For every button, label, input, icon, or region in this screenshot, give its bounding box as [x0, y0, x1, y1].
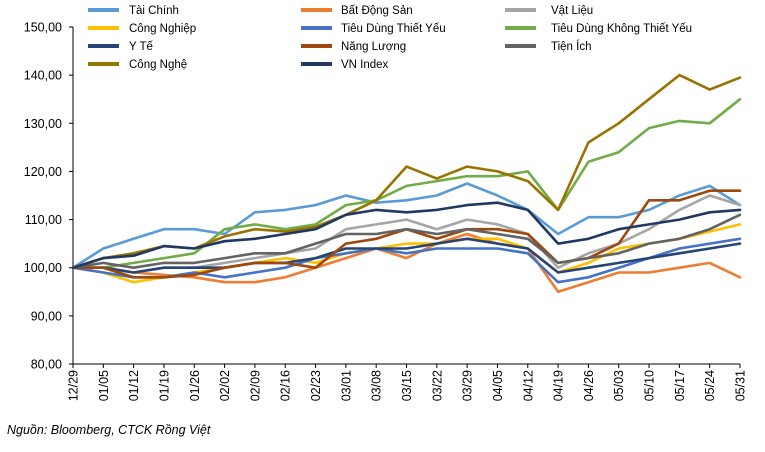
series-line-9 [71, 73, 742, 270]
legend-item: Bất Động Sản [301, 5, 413, 17]
y-tick-label: 150,00 [24, 21, 62, 35]
legend-label: Công Nghệ [129, 59, 187, 71]
y-tick-label: 130,00 [24, 117, 62, 131]
legend-item: Tiêu Dùng Không Thiết Yếu [505, 23, 692, 35]
x-tick-label: 01/12 [127, 370, 141, 401]
legend-label: Công Nghiệp [129, 23, 196, 35]
legend-item: Tiêu Dùng Thiết Yếu [301, 23, 446, 35]
series-line-4 [71, 237, 742, 284]
axes: 80,00 90,00 100,00 110,00 120,00 130,00 140,00… [24, 21, 748, 402]
legend-label: VN Index [341, 59, 389, 71]
y-tick-label: 140,00 [24, 69, 62, 83]
x-tick-label: 03/08 [370, 370, 384, 401]
x-tick-label: 01/19 [157, 370, 171, 401]
x-tick-label: 04/19 [552, 370, 566, 401]
x-tick-label: 05/24 [703, 370, 717, 401]
x-tick-label: 05/10 [643, 370, 657, 401]
x-tick-label: 05/17 [673, 370, 687, 401]
x-tick-label: 02/02 [218, 370, 232, 401]
x-tick-label: 12/29 [67, 370, 81, 401]
series-lines [71, 73, 742, 294]
legend-item: Y Tế [88, 41, 153, 53]
legend-item: Công Nghệ [88, 59, 187, 71]
y-tick-label: 80,00 [31, 358, 62, 372]
y-tick-label: 120,00 [24, 165, 62, 179]
legend-label: Y Tế [129, 41, 153, 53]
legend-item: Tài Chính [88, 5, 179, 17]
legend-label: Tài Chính [129, 5, 179, 17]
source-note: Nguồn: Bloomberg, CTCK Rồng Việt [7, 423, 211, 437]
y-tick-label: 110,00 [25, 213, 62, 227]
x-tick-label: 01/26 [188, 370, 202, 401]
x-tick-label: 03/22 [430, 370, 444, 401]
legend-item: Năng Lượng [301, 41, 406, 53]
series-line-10 [71, 201, 742, 270]
x-tick-label: 05/31 [734, 370, 748, 401]
legend-item: VN Index [301, 59, 389, 71]
x-tick-label: 03/29 [461, 370, 475, 401]
series-line-6 [71, 237, 742, 274]
legend-label: Bất Động Sản [341, 5, 413, 17]
legend-item: Tiện Ích [505, 40, 591, 53]
y-tick-label: 90,00 [31, 309, 62, 323]
x-tick-label: 04/26 [582, 370, 596, 401]
legend-label: Tiêu Dùng Không Thiết Yếu [551, 23, 692, 35]
series-line-8 [71, 213, 742, 270]
x-tick-label: 02/09 [248, 370, 262, 401]
x-tick-label: 05/03 [612, 370, 626, 401]
x-tick-label: 04/12 [521, 370, 535, 401]
legend-label: Năng Lượng [341, 41, 406, 53]
legend-item: Vật Liệu [505, 5, 593, 17]
line-chart: 80,00 90,00 100,00 110,00 120,00 130,00 140,00… [24, 5, 748, 402]
x-tick-label: 01/05 [97, 370, 111, 401]
legend-item: Công Nghiệp [88, 23, 196, 35]
x-tick-label: 02/23 [309, 370, 323, 401]
x-tick-label: 03/15 [400, 370, 414, 401]
x-tick-label: 04/05 [491, 370, 505, 401]
x-tick-label: 03/01 [339, 370, 353, 401]
legend: Tài Chính Bất Động Sản Vật Liệu Công Nghiệp… [88, 5, 692, 71]
x-tick-label: 02/16 [279, 370, 293, 401]
legend-label: Vật Liệu [551, 5, 593, 17]
legend-label: Tiêu Dùng Thiết Yếu [341, 23, 446, 35]
y-tick-label: 100,00 [24, 261, 62, 275]
series-line-5 [71, 97, 742, 270]
legend-label: Tiện Ích [551, 40, 591, 53]
series-line-0 [71, 182, 742, 270]
